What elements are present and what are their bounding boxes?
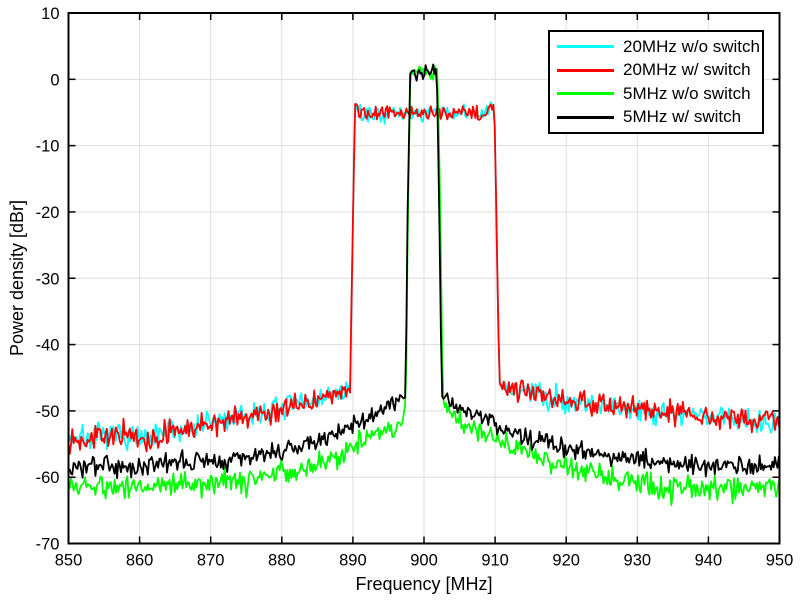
legend-line-20mhz-wo-switch-icon [557, 45, 614, 49]
legend-label: 20MHz w/ switch [623, 60, 751, 80]
y-tick-label: -70 [36, 536, 60, 554]
legend-item: 20MHz w/ switch [557, 59, 762, 83]
legend-label: 20MHz w/o switch [623, 36, 760, 56]
legend-line-20mhz-w-switch-icon [557, 68, 614, 72]
y-tick-label: -20 [36, 204, 60, 222]
x-tick-label: 900 [410, 552, 438, 570]
x-tick-label: 910 [481, 552, 509, 570]
series-5mhz-w-switch [67, 63, 781, 480]
x-tick-label: 930 [624, 552, 652, 570]
x-tick-label: 880 [268, 552, 296, 570]
x-axis-label: Frequency [MHz] [355, 574, 493, 594]
series-20mhz-w-switch [67, 103, 781, 455]
x-tick-label: 890 [339, 552, 367, 570]
y-tick-label: -40 [36, 337, 60, 355]
legend-item: 20MHz w/o switch [557, 35, 762, 59]
y-tick-label: 10 [41, 5, 59, 23]
legend-line-5mhz-wo-switch-icon [557, 92, 614, 96]
legend: 20MHz w/o switch 20MHz w/ switch 5MHz w/… [548, 30, 764, 134]
legend-label: 5MHz w/ switch [623, 107, 742, 127]
y-tick-label: -50 [36, 403, 60, 421]
legend-label: 5MHz w/o switch [623, 83, 751, 103]
x-tick-label: 940 [695, 552, 723, 570]
y-tick-label: -60 [36, 469, 60, 487]
x-tick-label: 870 [197, 552, 225, 570]
y-tick-label: -30 [36, 270, 60, 288]
y-tick-label: -10 [36, 138, 60, 156]
x-tick-label: 950 [766, 552, 794, 570]
y-axis-label: Power density [dBr] [7, 199, 27, 357]
y-tick-label: 0 [50, 71, 59, 89]
x-tick-label: 860 [126, 552, 154, 570]
legend-line-5mhz-w-switch-icon [557, 115, 614, 119]
legend-item: 5MHz w/o switch [557, 82, 762, 106]
x-tick-label: 920 [552, 552, 580, 570]
legend-item: 5MHz w/ switch [557, 106, 762, 130]
x-tick-label: 850 [55, 552, 83, 570]
